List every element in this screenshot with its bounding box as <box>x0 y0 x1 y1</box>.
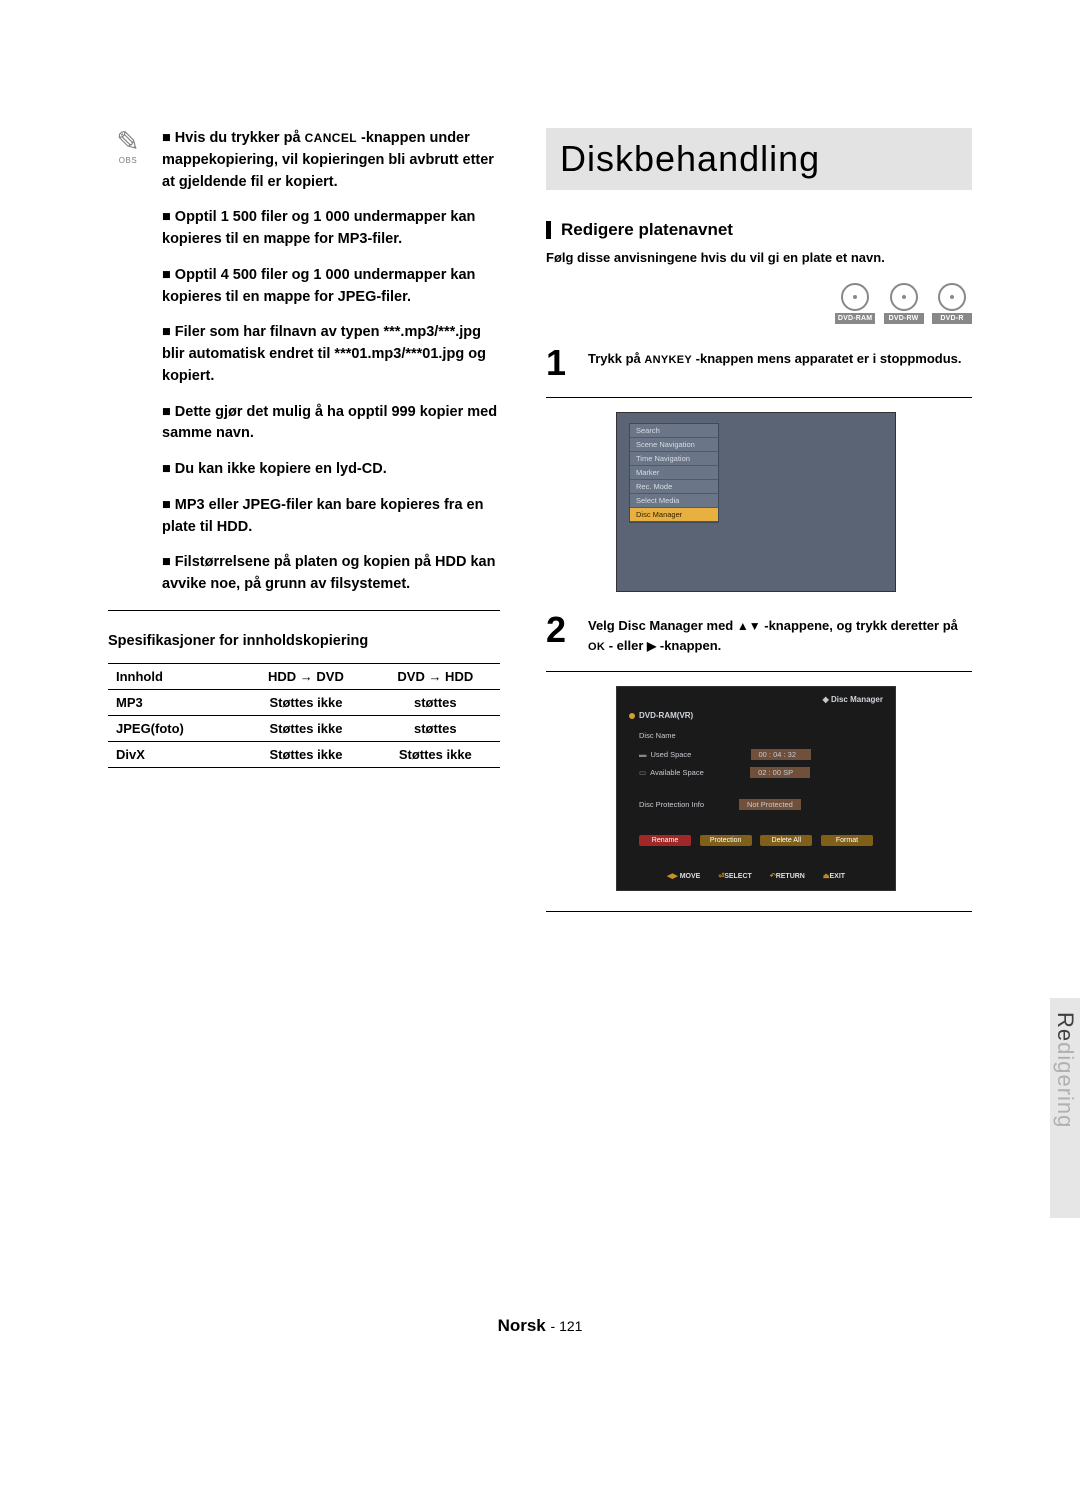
shot2-btn-delete-all: Delete All <box>760 835 812 846</box>
pencil-icon: ✎ <box>108 128 148 156</box>
footer-page-number: 121 <box>559 1318 582 1334</box>
screenshot-anykey-menu: Search Scene Navigation Time Navigation … <box>616 412 896 592</box>
step-body: Trykk på ANYKEY -knappen mens apparatet … <box>588 345 962 381</box>
menu-item: Search <box>630 424 718 438</box>
shot2-btn-rename: Rename <box>639 835 691 846</box>
spec-col-header: Innhold <box>108 663 241 689</box>
spec-col-header: DVD → HDD <box>371 663 500 689</box>
table-row: JPEG(foto) Støttes ikke støttes <box>108 715 500 741</box>
notes-list: ■ Hvis du trykker på CANCEL -knappen und… <box>162 128 500 596</box>
intro-text: Følg disse anvisningene hvis du vil gi e… <box>546 250 972 265</box>
menu-item: Select Media <box>630 494 718 508</box>
side-tab: Redigering <box>1050 998 1080 1218</box>
section-title: Diskbehandling <box>560 138 958 180</box>
spec-heading: Spesifikasjoner for innholdskopiering <box>108 633 500 649</box>
note-item: ■ Du kan ikke kopiere en lyd-CD. <box>162 459 500 481</box>
menu-item: Marker <box>630 466 718 480</box>
table-row: DivX Støttes ikke Støttes ikke <box>108 741 500 767</box>
disc-icon-dvd-ram: DVD-RAM <box>835 283 875 324</box>
footer-return: ↶RETURN <box>770 872 805 880</box>
shot2-row: Disc Protection InfoNot Protected <box>639 799 801 810</box>
spec-col-header: HDD → DVD <box>241 663 370 689</box>
subheading-row: Redigere platenavnet <box>546 220 972 240</box>
shot2-row: Disc Name <box>639 731 739 740</box>
obs-note-icon: ✎ OBS <box>108 128 148 165</box>
spec-table: Innhold HDD → DVD DVD → HDD MP3 Støttes … <box>108 663 500 768</box>
bar-icon <box>546 221 551 239</box>
step-body: Velg Disc Manager med ▲▼ -knappene, og t… <box>588 612 972 655</box>
menu-item: Rec. Mode <box>630 480 718 494</box>
shot2-row: ▭Available Space02 : 00 SP <box>639 767 810 778</box>
shot2-footer: ◀▶ MOVE ⏎SELECT ↶RETURN ⏏EXIT <box>639 872 873 880</box>
shot2-btn-format: Format <box>821 835 873 846</box>
menu-item: Scene Navigation <box>630 438 718 452</box>
footer-move: ◀▶ MOVE <box>667 872 700 880</box>
manual-page: ✎ OBS ■ Hvis du trykker på CANCEL -knapp… <box>108 128 972 1358</box>
subheading: Redigere platenavnet <box>561 220 733 240</box>
table-row: MP3 Støttes ikke støttes <box>108 689 500 715</box>
right-column: Diskbehandling Redigere platenavnet Følg… <box>546 128 972 912</box>
note-item: ■ Filer som har filnavn av typen ***.mp3… <box>162 322 500 387</box>
menu-item-selected: Disc Manager <box>630 508 718 522</box>
page-footer: Norsk - 121 <box>108 1316 972 1336</box>
step-number: 2 <box>546 612 588 655</box>
note-item: ■ Hvis du trykker på CANCEL -knappen und… <box>162 128 500 193</box>
note-item: ■ Opptil 4 500 filer og 1 000 undermappe… <box>162 265 500 309</box>
step-1: 1 Trykk på ANYKEY -knappen mens apparate… <box>546 345 972 398</box>
footer-select: ⏎SELECT <box>718 872 752 880</box>
left-column: ✎ OBS ■ Hvis du trykker på CANCEL -knapp… <box>108 128 500 768</box>
disc-icons-row: DVD-RAM DVD-RW DVD-R <box>546 283 972 325</box>
footer-exit: ⏏EXIT <box>823 872 845 880</box>
shot2-btn-protection: Protection <box>700 835 752 846</box>
obs-label: OBS <box>108 156 148 165</box>
step-2: 2 Velg Disc Manager med ▲▼ -knappene, og… <box>546 612 972 672</box>
disc-icon-dvd-rw: DVD-RW <box>884 283 924 324</box>
shot2-title: ◈ Disc Manager <box>823 695 883 704</box>
shot2-row: ▬Used Space00 : 04 : 32 <box>639 749 811 760</box>
anykey-menu: Search Scene Navigation Time Navigation … <box>629 423 719 523</box>
screenshot-disc-manager: ◈ Disc Manager DVD-RAM(VR) Disc Name ▬Us… <box>616 686 896 891</box>
disc-icon-dvd-r: DVD-R <box>932 283 972 324</box>
side-tab-text: Redigering <box>1052 1012 1078 1128</box>
menu-item: Time Navigation <box>630 452 718 466</box>
note-item: ■ MP3 eller JPEG-filer kan bare kopieres… <box>162 495 500 539</box>
note-item: ■ Opptil 1 500 filer og 1 000 undermappe… <box>162 207 500 251</box>
shot2-buttons: Rename Protection Delete All Format <box>639 835 873 846</box>
shot2-disc-head: DVD-RAM(VR) <box>629 711 693 720</box>
note-item: ■ Filstørrelsene på platen og kopien på … <box>162 552 500 596</box>
footer-language: Norsk <box>498 1316 546 1335</box>
step-number: 1 <box>546 345 588 381</box>
note-item: ■ Dette gjør det mulig å ha opptil 999 k… <box>162 402 500 446</box>
section-title-block: Diskbehandling <box>546 128 972 190</box>
